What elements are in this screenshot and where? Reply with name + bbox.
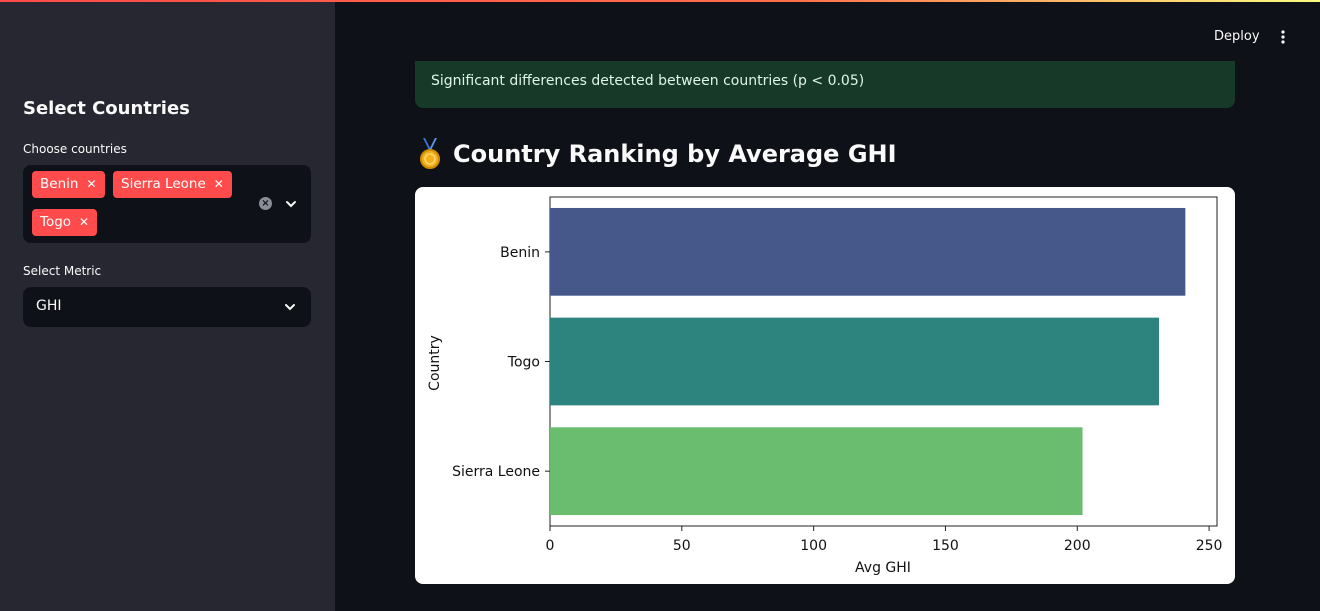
metric-select[interactable]: GHI [23,287,311,327]
ranking-bar-chart: 0 50 100 150 200 250 Benin Togo Sierra Leone Av… [427,196,1223,576]
countries-label: Choose countries [23,142,127,156]
top-decoration-bar [0,0,1320,2]
deploy-button[interactable]: Deploy [1214,29,1260,44]
remove-tag-icon[interactable]: ✕ [86,177,97,191]
metric-label: Select Metric [23,264,102,278]
success-alert: Significant differences detected between… [415,61,1235,108]
x-axis-label: Avg GHI [855,560,911,576]
medal-icon [420,138,440,169]
bar-benin [550,207,1186,296]
heading-text: Country Ranking by Average GHI [453,140,897,168]
clear-all-icon[interactable]: × [259,197,272,210]
alert-text: Significant differences detected between… [431,73,865,89]
country-tag[interactable]: Sierra Leone ✕ [113,171,232,198]
countries-multiselect[interactable]: Benin ✕ Sierra Leone ✕ Togo ✕ × [23,165,311,243]
country-tag-label: Togo [40,214,72,230]
bar-sierra-leone [550,427,1083,516]
country-tag[interactable]: Benin ✕ [32,171,105,198]
metric-select-value: GHI [36,298,62,314]
x-tick-label: 150 [932,538,959,554]
chevron-down-icon[interactable] [283,300,297,314]
y-tick-label: Togo [507,355,540,371]
bar-togo [550,317,1159,406]
y-axis-label: Country [427,335,443,391]
country-tag-label: Sierra Leone [121,176,206,192]
page-heading: Country Ranking by Average GHI [415,136,897,172]
country-tag-label: Benin [40,176,79,192]
remove-tag-icon[interactable]: ✕ [79,215,90,229]
sidebar: Select Countries Choose countries Benin ✕… [0,2,335,611]
x-tick-label: 100 [800,538,827,554]
chevron-down-icon[interactable] [284,197,298,211]
x-tick-label: 0 [546,538,555,554]
kebab-menu-icon[interactable] [1276,29,1290,45]
x-tick-label: 50 [673,538,691,554]
country-tag[interactable]: Togo ✕ [32,209,98,236]
x-tick-label: 250 [1196,538,1223,554]
y-tick-label: Benin [500,245,540,261]
x-tick-label: 200 [1064,538,1091,554]
remove-tag-icon[interactable]: ✕ [213,177,224,191]
y-tick-label: Sierra Leone [452,464,540,480]
sidebar-title: Select Countries [23,98,190,119]
chart-card: 0 50 100 150 200 250 Benin Togo Sierra Leone Av… [415,187,1235,584]
